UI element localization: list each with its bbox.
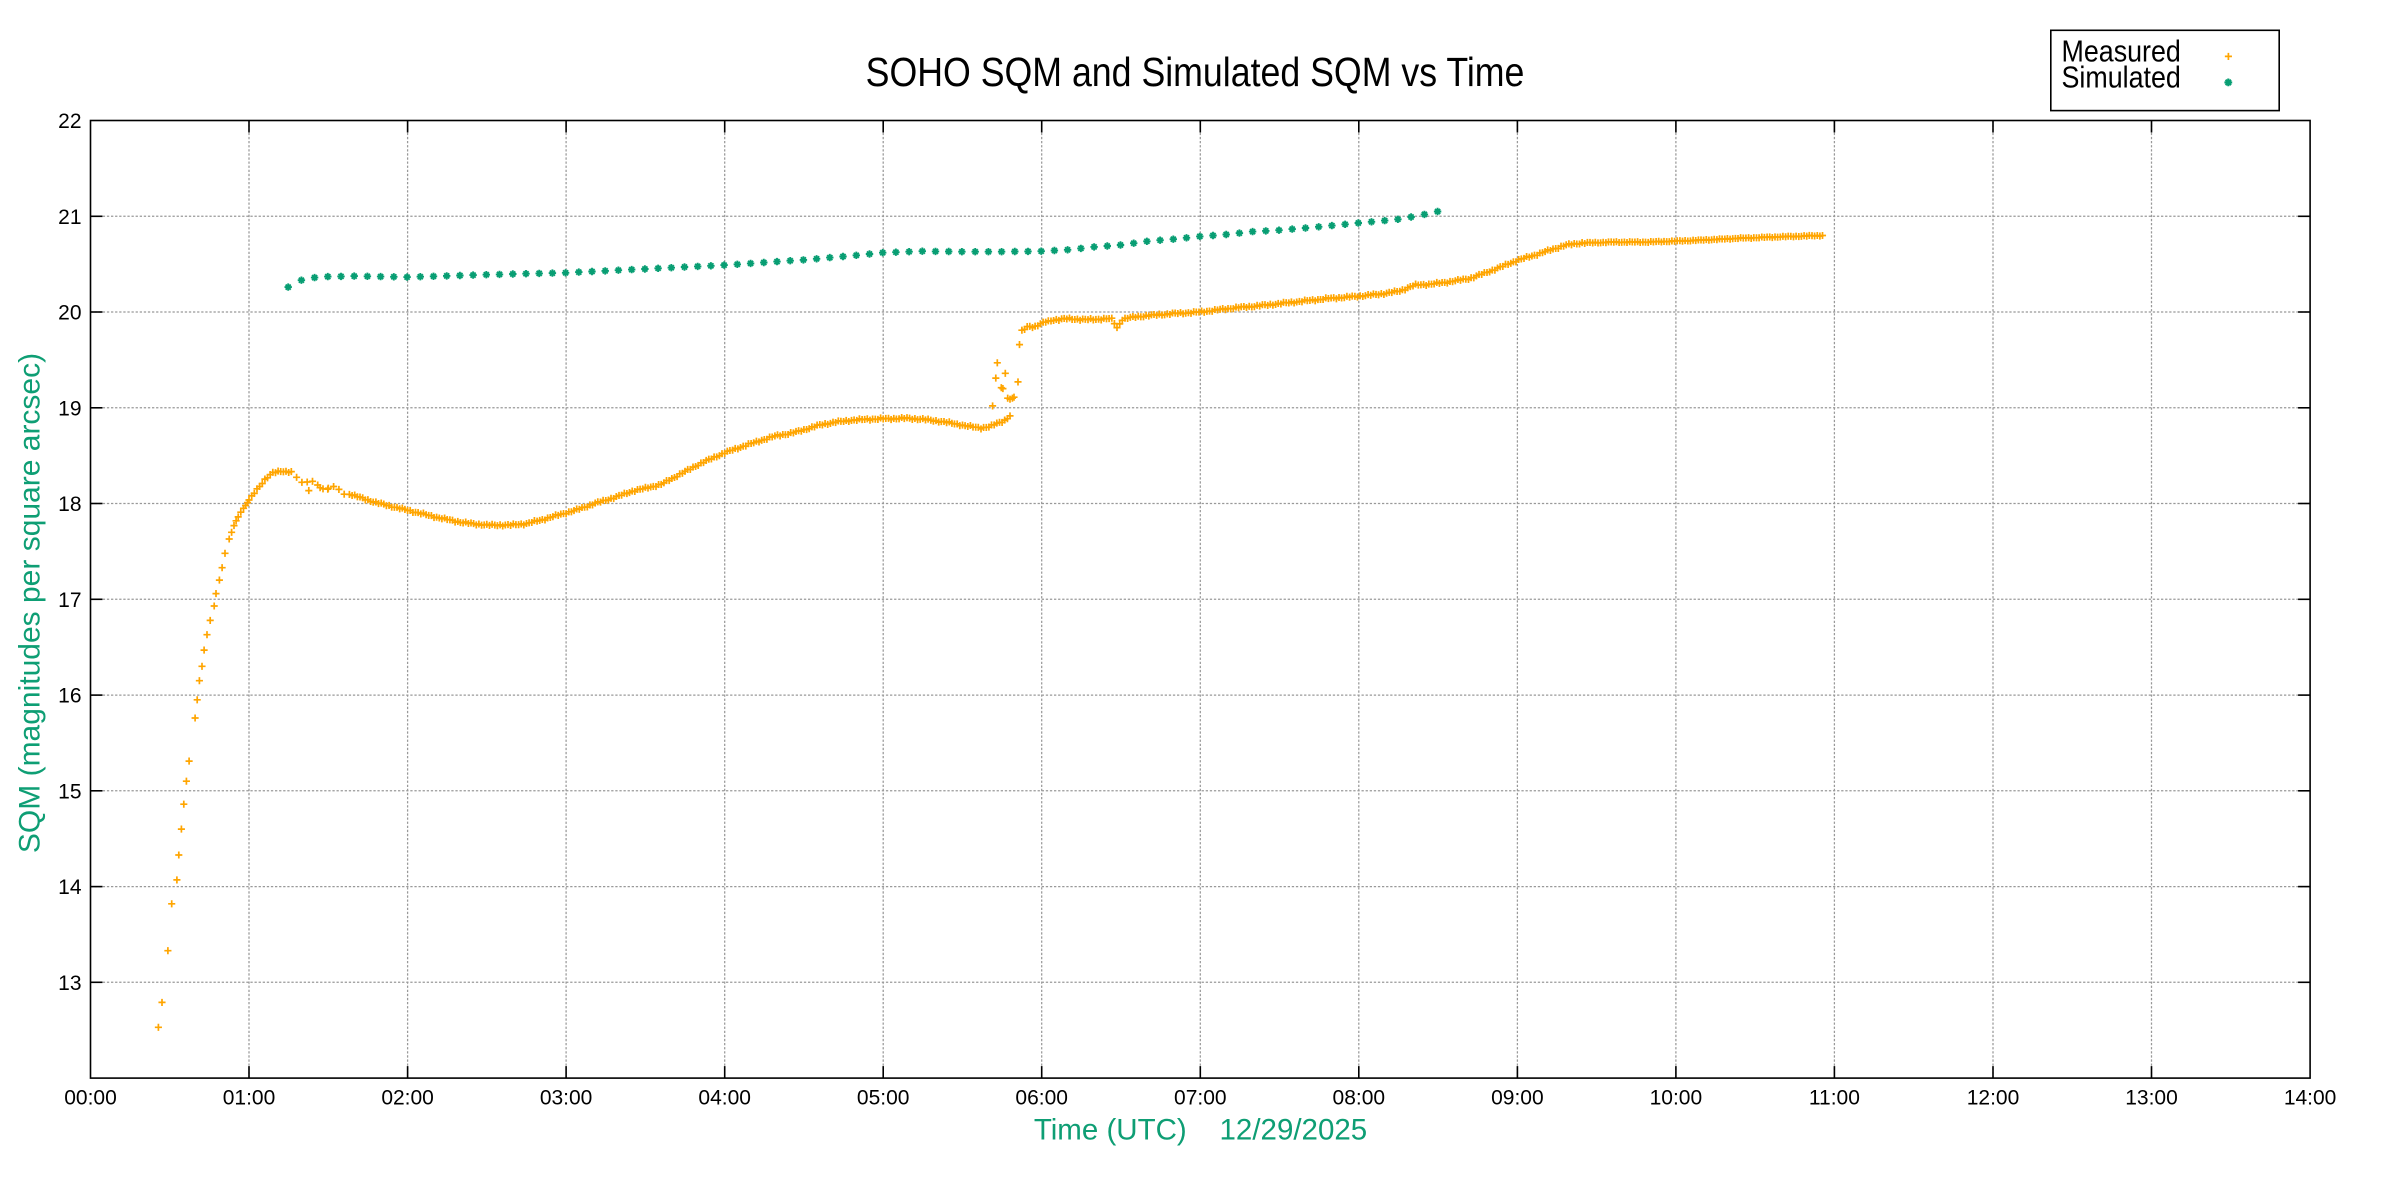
svg-text:02:00: 02:00 [381, 1087, 434, 1110]
svg-text:SOHO SQM and Simulated SQM vs: SOHO SQM and Simulated SQM vs Time [866, 50, 1525, 96]
svg-text:16: 16 [58, 685, 81, 708]
svg-text:17: 17 [58, 589, 81, 612]
svg-text:03:00: 03:00 [540, 1087, 593, 1110]
svg-text:Time (UTC) 12/29/2025: Time (UTC) 12/29/2025 [1034, 1113, 1367, 1146]
svg-text:12:00: 12:00 [1967, 1087, 2020, 1110]
svg-text:20: 20 [58, 302, 81, 325]
svg-text:14:00: 14:00 [2284, 1087, 2337, 1110]
svg-text:18: 18 [58, 493, 81, 516]
svg-text:13:00: 13:00 [2125, 1087, 2178, 1110]
svg-text:SQM (magnitudes per square arc: SQM (magnitudes per square arcsec) [14, 353, 47, 853]
svg-text:07:00: 07:00 [1174, 1087, 1227, 1110]
svg-text:Measured: Measured [2062, 35, 2181, 69]
svg-text:19: 19 [58, 397, 81, 420]
svg-text:01:00: 01:00 [223, 1087, 276, 1110]
svg-text:10:00: 10:00 [1650, 1087, 1703, 1110]
svg-text:04:00: 04:00 [698, 1087, 751, 1110]
svg-text:00:00: 00:00 [64, 1087, 117, 1110]
svg-text:Simulated: Simulated [2062, 61, 2181, 95]
svg-text:14: 14 [58, 876, 82, 899]
svg-text:21: 21 [58, 206, 81, 229]
svg-text:08:00: 08:00 [1333, 1087, 1386, 1110]
svg-text:09:00: 09:00 [1491, 1087, 1544, 1110]
svg-text:11:00: 11:00 [1809, 1087, 1860, 1110]
svg-text:22: 22 [58, 110, 81, 133]
svg-text:06:00: 06:00 [1015, 1087, 1068, 1110]
svg-text:05:00: 05:00 [857, 1087, 910, 1110]
svg-text:13: 13 [58, 972, 81, 995]
svg-text:15: 15 [58, 780, 81, 803]
